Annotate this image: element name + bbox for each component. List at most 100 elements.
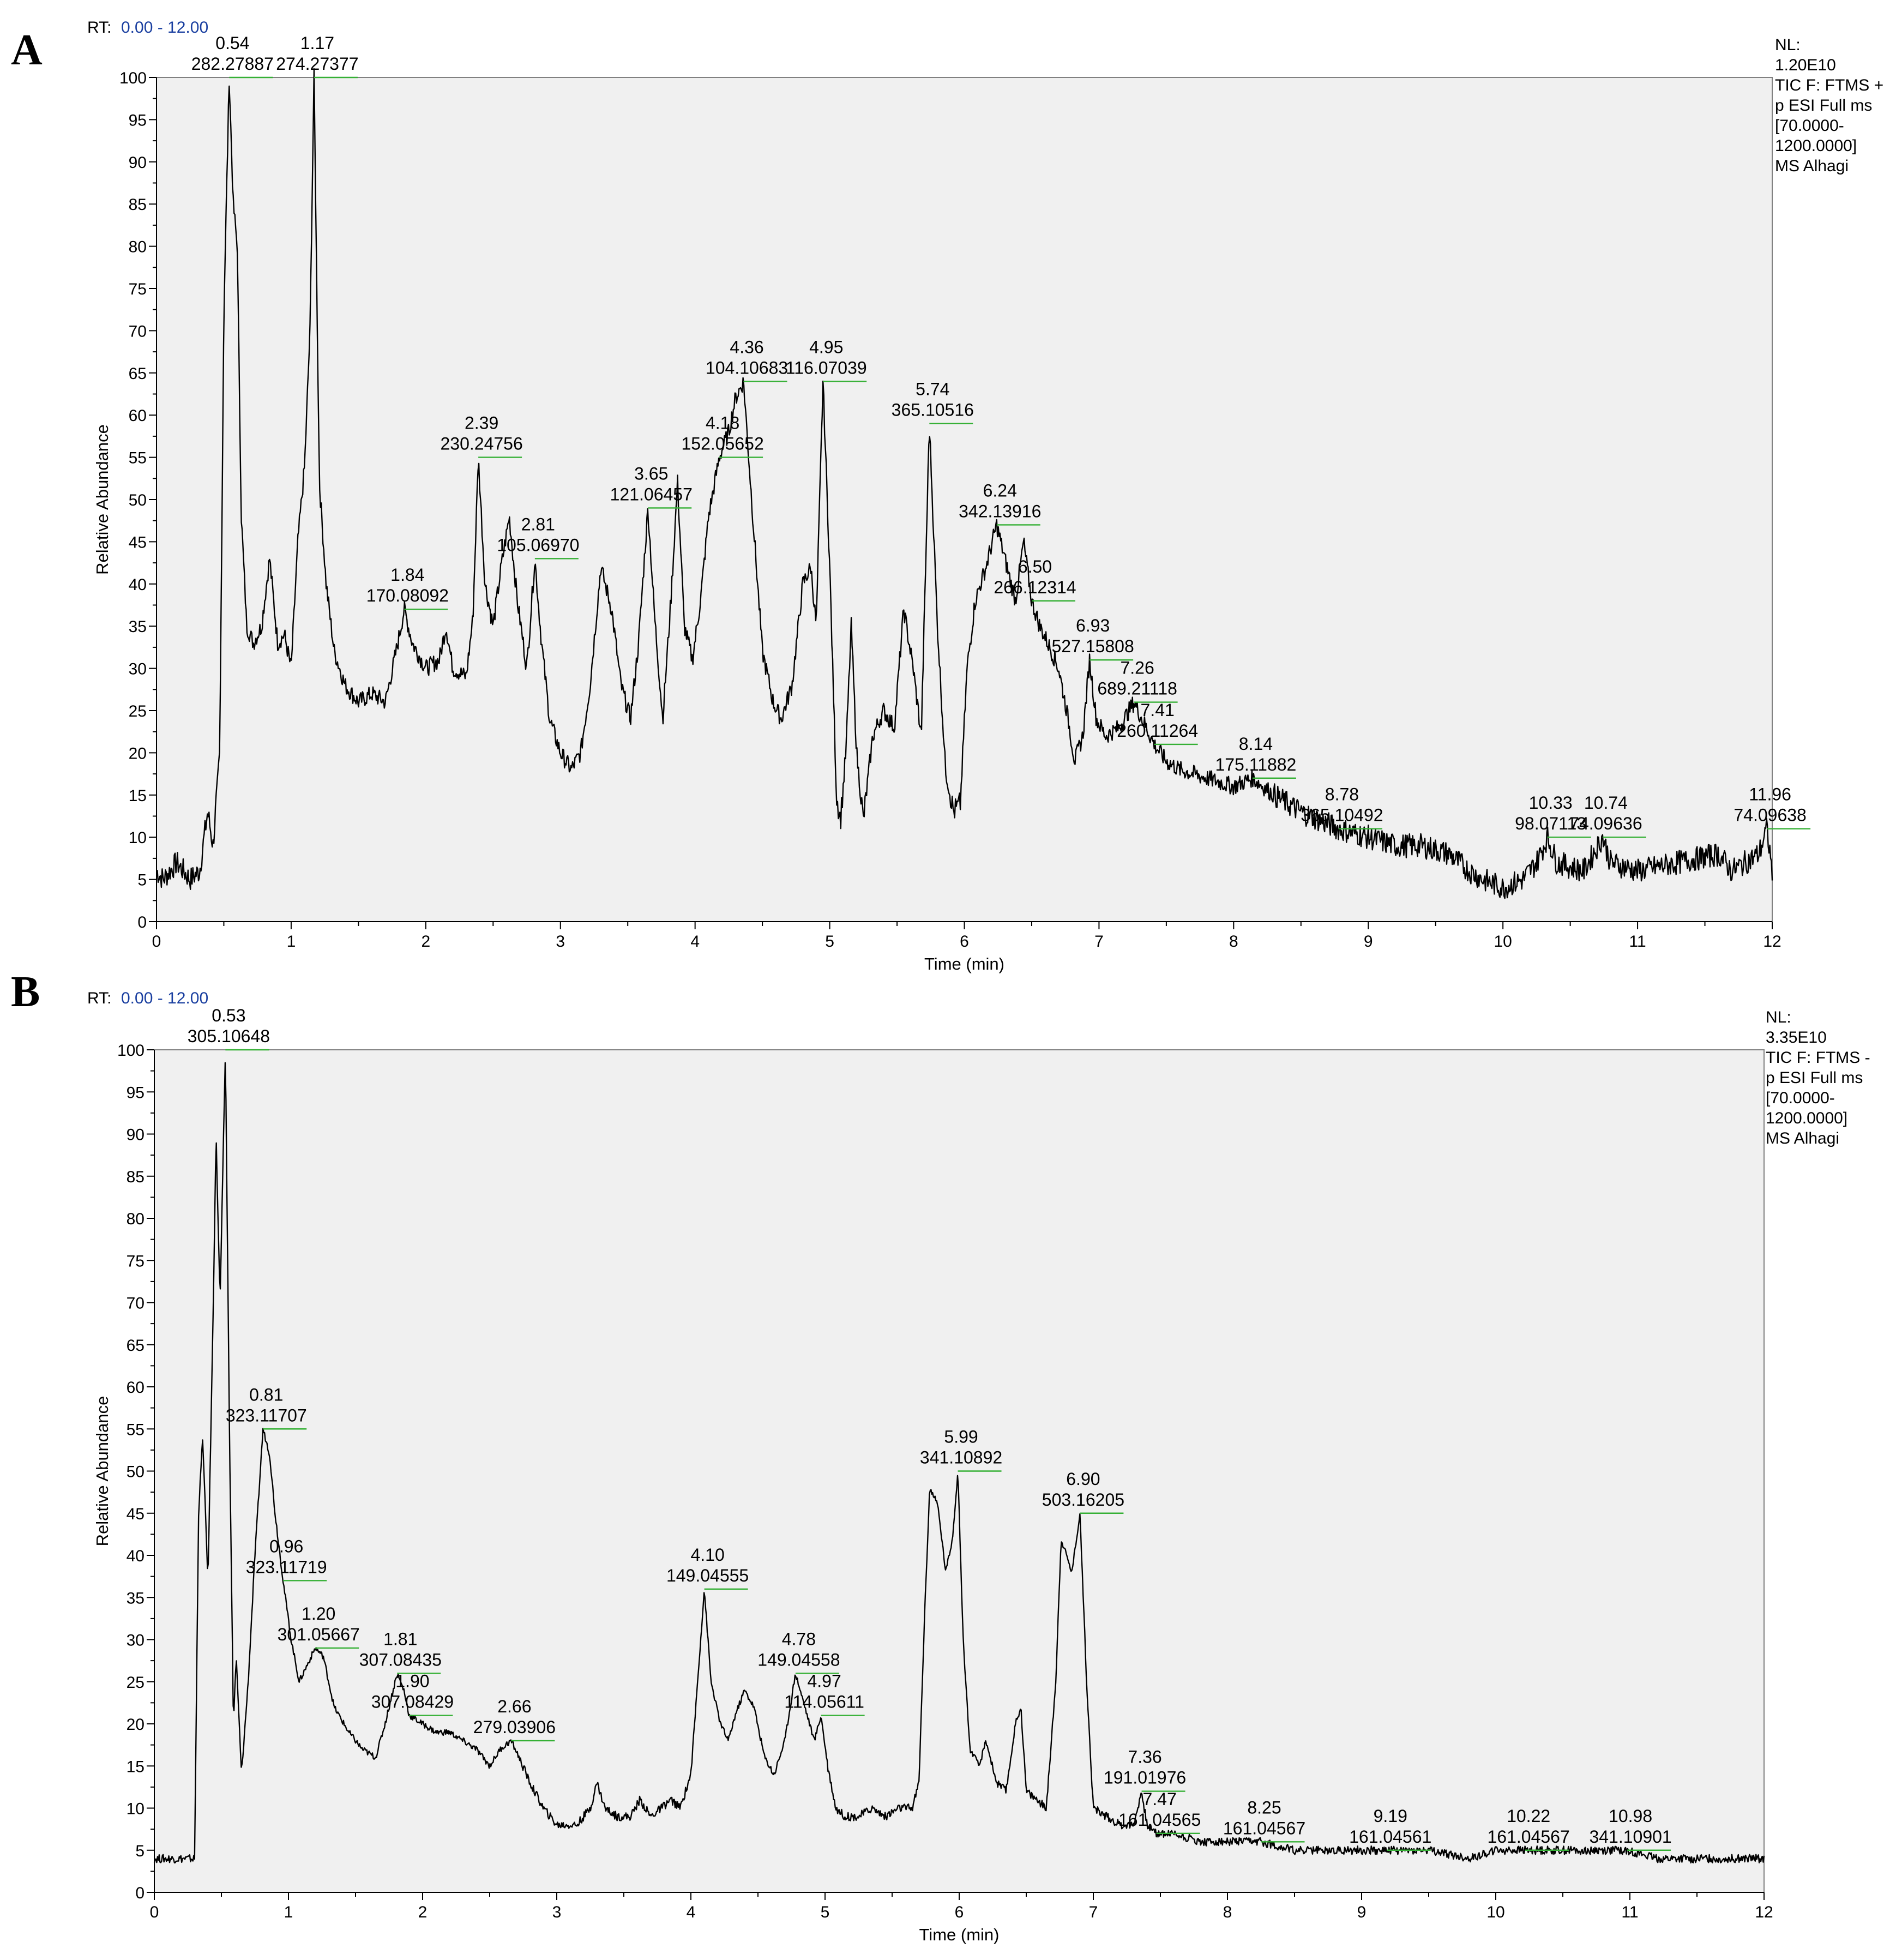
peak-rt-label: 1.81 <box>383 1629 417 1649</box>
peak-rt-label: 8.25 <box>1247 1797 1281 1817</box>
x-tick-label: 0 <box>152 933 161 951</box>
y-tick-label: 80 <box>127 1210 145 1228</box>
info-line: [70.0000- <box>1766 1089 1835 1107</box>
y-tick-label: 25 <box>127 1674 145 1692</box>
peak-rt-label: 11.96 <box>1749 785 1791 804</box>
peak-mz-label: 503.16205 <box>1042 1490 1124 1510</box>
y-tick-label: 75 <box>127 1252 145 1270</box>
panel-label-b: B <box>11 968 40 1016</box>
info-line: 3.35E10 <box>1766 1029 1827 1047</box>
y-tick-label: 0 <box>135 1884 145 1902</box>
y-tick-label: 100 <box>117 1042 145 1060</box>
y-tick-label: 90 <box>129 154 147 172</box>
peak-mz-label: 279.03906 <box>473 1717 556 1737</box>
peak-rt-label: 6.24 <box>983 480 1017 500</box>
x-tick-label: 8 <box>1223 1903 1232 1921</box>
peak-mz-label: 149.04555 <box>666 1566 749 1585</box>
info-line: 1.20E10 <box>1775 56 1836 74</box>
y-tick-label: 80 <box>129 238 147 256</box>
peak-mz-label: 342.13916 <box>959 501 1041 521</box>
peak-rt-label: 7.36 <box>1128 1747 1161 1767</box>
info-line: 1200.0000] <box>1775 137 1857 155</box>
peak-rt-label: 7.41 <box>1141 700 1175 720</box>
peak-mz-label: 161.04565 <box>1118 1810 1201 1830</box>
peak-rt-label: 4.36 <box>730 337 763 357</box>
peak-rt-label: 10.74 <box>1584 793 1628 813</box>
info-line: 1200.0000] <box>1766 1109 1847 1127</box>
peak-mz-label: 341.10892 <box>920 1448 1002 1468</box>
y-tick-label: 15 <box>127 1758 145 1776</box>
x-tick-label: 5 <box>825 933 834 951</box>
peak-mz-label: 341.10901 <box>1589 1827 1671 1847</box>
peak-mz-label: 282.27887 <box>191 54 274 74</box>
chromatogram-panel-b: RT: 0.00 - 12.000510152025303540455055606… <box>87 989 1870 1944</box>
x-tick-label: 10 <box>1494 933 1512 951</box>
y-tick-label: 95 <box>129 111 147 129</box>
peak-mz-label: 74.09638 <box>1734 805 1806 825</box>
peak-mz-label: 527.15808 <box>1051 636 1134 656</box>
y-tick-label: 40 <box>127 1547 145 1565</box>
y-tick-label: 85 <box>129 196 147 214</box>
y-tick-label: 30 <box>129 660 147 678</box>
y-tick-label: 10 <box>129 829 147 847</box>
peak-rt-label: 10.98 <box>1609 1806 1652 1826</box>
peak-mz-label: 301.05667 <box>278 1625 360 1644</box>
peak-mz-label: 191.01976 <box>1104 1768 1186 1788</box>
peak-rt-label: 5.99 <box>944 1427 978 1447</box>
y-tick-label: 20 <box>127 1716 145 1734</box>
y-tick-label: 35 <box>129 618 147 636</box>
y-axis-title: Relative Abundance <box>93 1396 112 1547</box>
y-tick-label: 5 <box>135 1842 145 1860</box>
rt-label: RT: <box>87 19 111 37</box>
peak-rt-label: 0.81 <box>249 1385 283 1404</box>
peak-rt-label: 4.10 <box>690 1545 724 1565</box>
peak-mz-label: 116.07039 <box>786 358 867 377</box>
x-axis-title: Time (min) <box>924 954 1004 973</box>
peak-rt-label: 6.90 <box>1066 1469 1100 1489</box>
x-tick-label: 6 <box>955 1903 964 1921</box>
peak-rt-label: 2.66 <box>497 1697 531 1716</box>
x-tick-label: 7 <box>1089 1903 1098 1921</box>
x-tick-label: 8 <box>1229 933 1238 951</box>
rt-range: 0.00 - 12.00 <box>121 19 208 37</box>
chromatogram-panel-a: RT: 0.00 - 12.000510152025303540455055606… <box>87 19 1883 973</box>
peak-rt-label: 5.74 <box>916 380 949 399</box>
y-tick-label: 90 <box>127 1126 145 1144</box>
info-line: NL: <box>1766 1008 1791 1026</box>
peak-mz-label: 98.07113 <box>1515 814 1586 833</box>
info-line: p ESI Full ms <box>1775 97 1872 115</box>
peak-mz-label: 365.10492 <box>1301 805 1383 825</box>
x-tick-label: 0 <box>150 1903 159 1921</box>
y-tick-label: 25 <box>129 702 147 720</box>
peak-mz-label: 104.10683 <box>706 358 788 377</box>
peak-mz-label: 323.11719 <box>246 1557 327 1577</box>
peak-rt-label: 6.93 <box>1076 616 1110 635</box>
peak-rt-label: 8.14 <box>1239 734 1273 754</box>
x-tick-label: 6 <box>960 933 969 951</box>
peak-mz-label: 307.08435 <box>359 1650 442 1669</box>
tic-trace <box>156 68 1773 899</box>
peak-rt-label: 4.97 <box>807 1672 841 1691</box>
info-line: MS Alhagi <box>1775 157 1849 175</box>
peak-rt-label: 1.20 <box>302 1604 335 1624</box>
info-line: TIC F: FTMS - <box>1766 1049 1870 1067</box>
y-tick-label: 55 <box>127 1421 145 1439</box>
peak-rt-label: 3.65 <box>634 464 668 483</box>
peak-mz-label: 105.06970 <box>497 535 579 555</box>
peak-rt-label: 2.39 <box>465 413 498 433</box>
info-line: TIC F: FTMS + <box>1775 76 1883 94</box>
peak-mz-label: 161.04567 <box>1223 1818 1305 1838</box>
x-tick-label: 11 <box>1629 933 1646 951</box>
peak-mz-label: 274.27377 <box>276 54 358 74</box>
peak-mz-label: 365.10516 <box>892 400 974 420</box>
x-tick-label: 9 <box>1357 1903 1367 1921</box>
y-tick-label: 45 <box>129 533 147 551</box>
x-tick-label: 10 <box>1486 1903 1504 1921</box>
y-tick-label: 85 <box>127 1168 145 1186</box>
y-tick-label: 5 <box>137 871 147 889</box>
peak-rt-label: 1.90 <box>395 1672 429 1691</box>
panel-label-a: A <box>11 26 43 74</box>
y-tick-label: 20 <box>129 744 147 762</box>
peak-mz-label: 121.06457 <box>610 484 693 504</box>
